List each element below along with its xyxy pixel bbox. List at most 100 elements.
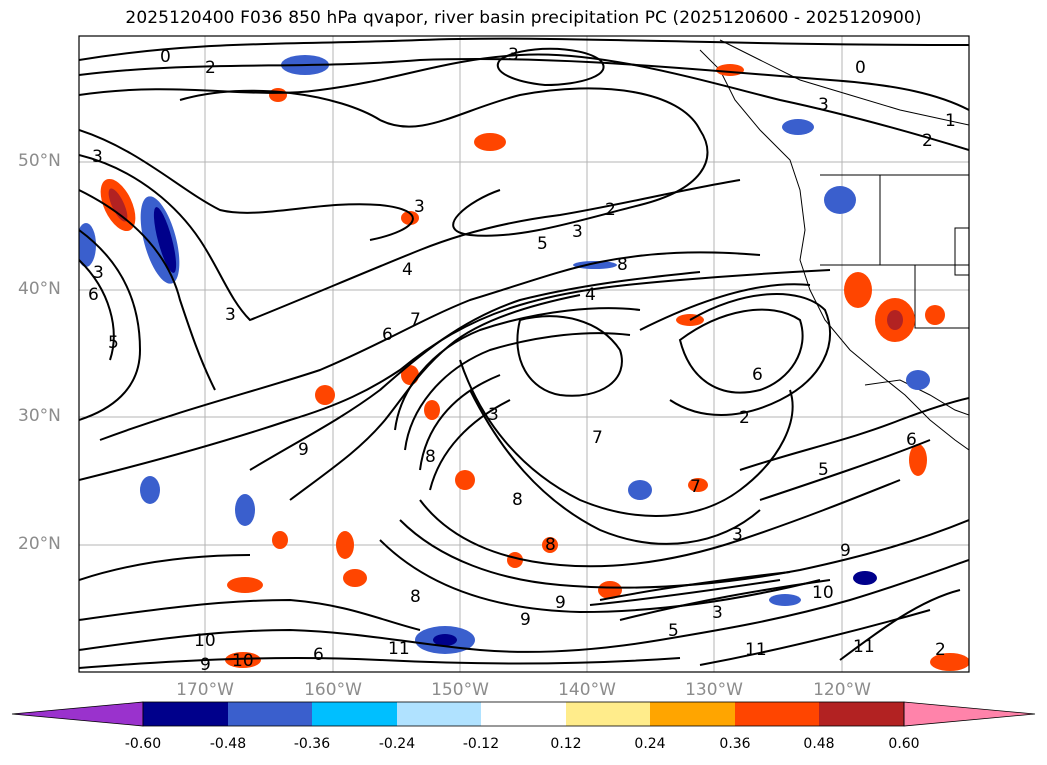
patch-pos [315,385,335,405]
contour-label: 8 [617,255,628,275]
contour-label: 6 [88,285,99,305]
colorbar-tick-label: -0.36 [293,736,331,752]
contour-label: 11 [388,639,410,659]
contour-label: 5 [668,621,679,641]
patch-pos [716,64,744,76]
contour-label: 8 [410,587,421,607]
coastline [699,39,969,451]
lon-label: 130°W [685,680,743,700]
colorbar-bin [735,702,819,726]
contour-label: 3 [732,525,743,545]
colorbar-bin [481,702,566,726]
contour-label: 6 [906,430,917,450]
colorbar-bin [228,702,312,726]
colorbar-tick-label: 0.24 [634,736,666,752]
contour-label: 8 [512,490,523,510]
colorbar-tick-label: 0.36 [719,736,751,752]
contour-label: 7 [592,428,603,448]
precip-pc-patches [79,55,969,671]
patch-pos [688,478,708,492]
patch-pos [272,531,288,549]
contour-label: 5 [537,234,548,254]
contour-label: 9 [840,541,851,561]
patch-pos [424,400,440,420]
patch-neg [433,634,457,646]
patch-pos [336,531,354,559]
contour-label: 4 [402,260,413,280]
contour-label: 6 [313,645,324,665]
patch-neg [769,594,801,606]
contour-label: 9 [298,440,309,460]
patch-pos [909,444,927,476]
contour-label: 2 [935,640,946,660]
colorbar-bin [312,702,397,726]
colorbar-outline [142,701,905,727]
lat-label: 30°N [18,406,61,426]
colorbar-tick-label: 0.60 [888,736,920,752]
contour-label: 3 [508,45,519,65]
contour-label: 7 [410,310,421,330]
contour-label: 0 [855,58,866,78]
lon-label: 170°W [176,680,234,700]
contour-label: 11 [745,640,767,660]
lat-label: 40°N [18,279,61,299]
patch-pos [844,272,872,308]
patch-neg [628,480,652,500]
patch-neg [824,186,856,214]
contour-label: 8 [425,447,436,467]
patch-neg [140,476,160,504]
contour-label: 4 [585,285,596,305]
colorbar-extend-min [11,701,144,727]
contour-label: 6 [752,365,763,385]
contour-label: 2 [739,408,750,428]
patch-pos [542,537,558,553]
contour-label: 8 [545,535,556,555]
contour-label: 3 [818,95,829,115]
contour-label: 1 [945,111,956,131]
colorbar-tick-label: -0.24 [378,736,416,752]
patch-pos [474,133,506,151]
lon-label: 160°W [304,680,362,700]
lon-label: 150°W [431,680,489,700]
patch-neg [853,571,877,585]
graticule [79,36,969,672]
patch-pos [225,652,261,668]
contour-label: 10 [194,631,216,651]
contour-label: 7 [690,477,701,497]
contour-label: 10 [812,583,834,603]
lat-label: 20°N [18,534,61,554]
colorbar-bin [143,702,228,726]
contour-label: 0 [160,47,171,67]
contour-label: 2 [922,131,933,151]
contour-label: 9 [555,593,566,613]
contour-label: 3 [225,305,236,325]
contour-label: 3 [92,147,103,167]
contour-label: 3 [712,603,723,623]
contour-label: 5 [108,333,119,353]
patch-pos [227,577,263,593]
lon-label: 140°W [558,680,616,700]
contour-label: 5 [818,460,829,480]
contour-label: 9 [200,655,211,675]
colorbar-bin [397,702,481,726]
patch-pos [455,470,475,490]
patch-pos [598,581,622,599]
qvapor-contours [79,37,969,669]
contour-label: 2 [605,200,616,220]
colorbar-bin [650,702,735,726]
map-title: 2025120400 F036 850 hPa qvapor, river ba… [125,8,922,28]
contour-label: 10 [232,651,254,671]
contour-labels: 0 2 3 3 0 1 2 3 3 2 3 5 8 4 4 6 7 3 6 6 … [88,45,956,675]
patch-neg [573,261,617,269]
lat-label: 50°N [18,151,61,171]
patch-pos [401,211,419,225]
contour-label: 3 [414,197,425,217]
colorbar [11,701,1036,727]
patch-pos [269,88,287,102]
colorbar-extend-max [903,701,1036,727]
patch-neg [153,207,177,273]
patch-pos [343,569,367,587]
colorbar-tick-label: -0.12 [462,736,500,752]
patch-neg [906,370,930,390]
